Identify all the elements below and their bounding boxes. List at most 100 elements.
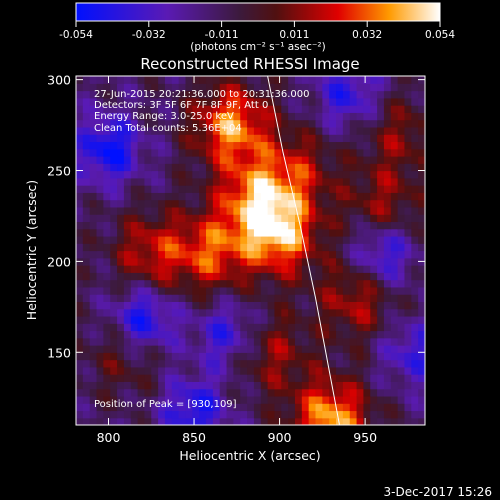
heatmap-cell	[349, 286, 358, 295]
heatmap-cell	[329, 221, 337, 230]
heatmap-cell	[178, 228, 187, 237]
heatmap-cell	[267, 97, 276, 106]
heatmap-cell	[356, 388, 365, 397]
heatmap-cell	[117, 294, 125, 302]
heatmap-cell	[247, 323, 255, 332]
heatmap-cell	[322, 112, 330, 121]
heatmap-cell	[349, 315, 358, 324]
heatmap-cell	[82, 83, 91, 92]
heatmap-cell	[144, 206, 152, 215]
heatmap-cell	[117, 83, 125, 92]
heatmap-cell	[110, 323, 118, 332]
heatmap-cell	[418, 279, 425, 288]
heatmap-cell	[130, 308, 139, 317]
heatmap-cell	[274, 366, 282, 375]
heatmap-cell	[260, 235, 269, 244]
heatmap-cell	[89, 148, 98, 157]
heatmap-cell	[212, 279, 221, 288]
heatmap-cell	[164, 374, 173, 382]
heatmap-cell	[308, 337, 317, 346]
heatmap-cell	[274, 294, 282, 302]
heatmap-cell	[171, 90, 180, 99]
heatmap-cell	[329, 235, 337, 244]
heatmap-cell	[76, 330, 84, 339]
heatmap-cell	[178, 76, 187, 84]
heatmap-cell	[137, 214, 146, 223]
heatmap-cell	[123, 345, 132, 353]
heatmap-cell	[137, 410, 146, 419]
heatmap-cell	[363, 214, 371, 223]
heatmap-cell	[233, 337, 241, 346]
heatmap-cell	[219, 163, 228, 172]
heatmap-cell	[82, 345, 91, 353]
heatmap-cell	[390, 315, 399, 324]
heatmap-cell	[123, 170, 132, 179]
heatmap-cell	[233, 345, 241, 353]
heatmap-cell	[76, 345, 84, 353]
heatmap-cell	[308, 410, 317, 419]
heatmap-cell	[76, 315, 84, 324]
heatmap-cell	[274, 185, 282, 193]
heatmap-cell	[178, 308, 187, 317]
heatmap-cell	[349, 185, 358, 193]
heatmap-cell	[349, 381, 358, 390]
heatmap-cell	[137, 185, 146, 193]
heatmap-cell	[411, 243, 419, 252]
heatmap-cell	[315, 395, 323, 404]
heatmap-cell	[164, 257, 173, 266]
heatmap-cell	[329, 185, 337, 193]
heatmap-cell	[281, 228, 289, 237]
heatmap-cell	[342, 76, 351, 84]
heatmap-cell	[219, 250, 228, 259]
heatmap-cell	[370, 250, 378, 259]
heatmap-cell	[247, 395, 255, 404]
heatmap-cell	[322, 199, 330, 208]
heatmap-cell	[130, 279, 139, 288]
heatmap-cell	[219, 177, 228, 186]
heatmap-cell	[377, 228, 385, 237]
heatmap-cell	[329, 119, 337, 128]
heatmap-cell	[411, 279, 419, 288]
heatmap-cell	[233, 134, 241, 143]
heatmap-cell	[315, 228, 323, 237]
heatmap-cell	[377, 265, 385, 273]
heatmap-cell	[288, 221, 296, 230]
heatmap-cell	[356, 359, 365, 368]
heatmap-cell	[301, 345, 310, 353]
heatmap-cell	[76, 388, 84, 397]
heatmap-cell	[103, 76, 111, 84]
heatmap-cell	[219, 221, 228, 230]
heatmap-cell	[103, 228, 111, 237]
heatmap-cell	[411, 366, 419, 375]
heatmap-cell	[158, 148, 166, 157]
heatmap-cell	[411, 388, 419, 397]
heatmap-cell	[281, 141, 289, 150]
heatmap-cell	[397, 199, 406, 208]
heatmap-cell	[308, 265, 317, 273]
heatmap-cell	[308, 155, 317, 164]
heatmap-cell	[418, 265, 425, 273]
heatmap-cell	[411, 76, 419, 84]
heatmap-cell	[123, 112, 132, 121]
heatmap-cell	[233, 206, 241, 215]
heatmap-cell	[123, 337, 132, 346]
heatmap-cell	[336, 315, 344, 324]
heatmap-cell	[383, 177, 392, 186]
heatmap-cell	[192, 141, 200, 150]
heatmap-cell	[151, 337, 159, 346]
heatmap-cell	[356, 345, 365, 353]
colorbar-tick-label: 0.054	[425, 29, 455, 41]
heatmap-cell	[294, 345, 303, 353]
heatmap-cell	[315, 119, 323, 128]
heatmap-cell	[260, 214, 269, 223]
heatmap-cell	[151, 90, 159, 99]
heatmap-cell	[137, 395, 146, 404]
heatmap-cell	[171, 345, 180, 353]
heatmap-cell	[356, 97, 365, 106]
heatmap-cell	[404, 279, 412, 288]
heatmap-cell	[397, 330, 406, 339]
heatmap-cell	[151, 272, 159, 281]
heatmap-cell	[397, 257, 406, 266]
heatmap-cell	[308, 185, 317, 193]
heatmap-cell	[411, 83, 419, 92]
